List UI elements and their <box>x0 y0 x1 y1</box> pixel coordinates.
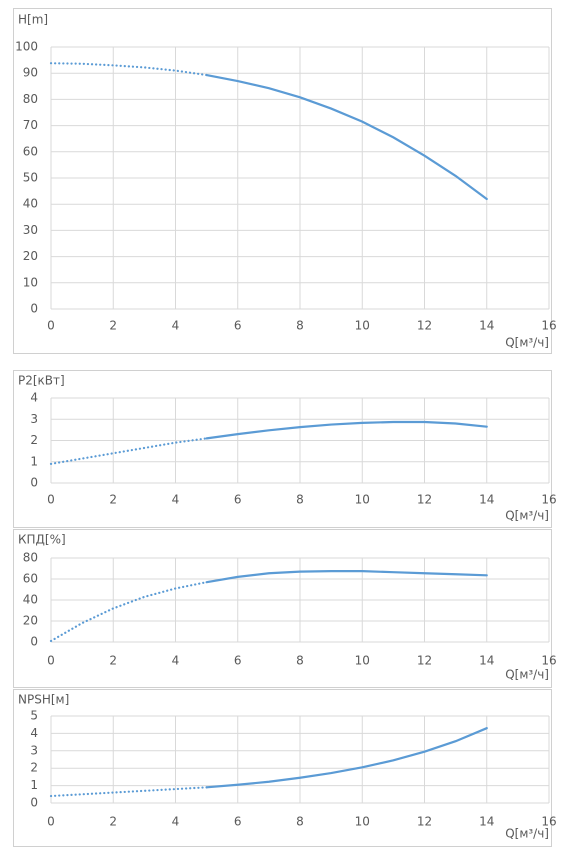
y-tick-label: 40 <box>23 197 38 211</box>
y-tick-label: 70 <box>23 118 38 132</box>
x-tick-label: 16 <box>541 654 556 668</box>
x-tick-label: 4 <box>172 319 180 333</box>
y-tick-label: 80 <box>23 92 38 106</box>
x-tick-label: 14 <box>479 815 494 829</box>
x-axis-label: Q[м³/ч] <box>505 827 549 841</box>
x-tick-label: 0 <box>47 493 55 507</box>
x-tick-label: 14 <box>479 319 494 333</box>
x-tick-label: 4 <box>172 654 180 668</box>
y-tick-label: 2 <box>30 433 38 447</box>
x-tick-label: 10 <box>355 493 370 507</box>
chart-title: КПД[%] <box>18 533 66 547</box>
x-tick-label: 16 <box>541 493 556 507</box>
curve <box>49 786 208 798</box>
y-tick-label: 3 <box>30 412 38 426</box>
y-tick-label: 0 <box>30 476 38 490</box>
curve <box>49 581 208 643</box>
y-tick-label: 20 <box>23 614 38 628</box>
x-tick-label: 10 <box>355 654 370 668</box>
x-tick-label: 2 <box>109 319 117 333</box>
x-tick-label: 10 <box>355 815 370 829</box>
curve <box>205 727 488 789</box>
x-axis-label: Q[м³/ч] <box>505 509 549 523</box>
y-tick-label: 100 <box>15 40 38 54</box>
y-tick-label: 20 <box>23 249 38 263</box>
x-axis-label: Q[м³/ч] <box>505 668 549 682</box>
y-tick-label: 1 <box>30 778 38 792</box>
curve <box>49 437 208 465</box>
chart-title: P2[кВт] <box>18 374 65 388</box>
y-tick-label: 0 <box>30 635 38 649</box>
x-tick-label: 12 <box>417 319 432 333</box>
x-tick-label: 14 <box>479 654 494 668</box>
curve <box>205 73 488 201</box>
y-tick-label: 90 <box>23 66 38 80</box>
x-tick-label: 2 <box>109 654 117 668</box>
curve <box>205 420 488 440</box>
x-tick-label: 12 <box>417 654 432 668</box>
chart-title: H[m] <box>18 13 48 27</box>
y-tick-label: 3 <box>30 743 38 757</box>
x-tick-label: 16 <box>541 319 556 333</box>
x-tick-label: 0 <box>47 815 55 829</box>
x-tick-label: 6 <box>234 319 242 333</box>
chart-title: NPSH[м] <box>18 693 69 707</box>
x-tick-label: 4 <box>172 493 180 507</box>
panel-border <box>13 529 552 688</box>
x-tick-label: 0 <box>47 319 55 333</box>
x-tick-label: 0 <box>47 654 55 668</box>
x-axis-label: Q[м³/ч] <box>505 336 549 350</box>
y-tick-label: 4 <box>30 391 38 405</box>
y-tick-label: 60 <box>23 572 38 586</box>
y-tick-label: 0 <box>30 796 38 810</box>
x-tick-label: 8 <box>296 493 304 507</box>
y-tick-label: 60 <box>23 144 38 158</box>
y-tick-label: 10 <box>23 275 38 289</box>
x-tick-label: 10 <box>355 319 370 333</box>
x-tick-label: 12 <box>417 815 432 829</box>
curve <box>49 62 208 77</box>
x-tick-label: 8 <box>296 654 304 668</box>
x-tick-label: 2 <box>109 815 117 829</box>
y-tick-label: 1 <box>30 454 38 468</box>
y-tick-label: 30 <box>23 223 38 237</box>
y-tick-label: 2 <box>30 761 38 775</box>
x-tick-label: 12 <box>417 493 432 507</box>
y-tick-label: 5 <box>30 709 38 723</box>
y-tick-label: 50 <box>23 171 38 185</box>
y-tick-label: 4 <box>30 726 38 740</box>
x-tick-label: 8 <box>296 815 304 829</box>
x-tick-label: 4 <box>172 815 180 829</box>
y-tick-label: 40 <box>23 593 38 607</box>
y-tick-label: 0 <box>30 302 38 316</box>
x-tick-label: 6 <box>234 654 242 668</box>
panel-border <box>13 370 552 528</box>
x-tick-label: 6 <box>234 815 242 829</box>
panel-border <box>13 8 552 354</box>
curve <box>205 570 488 584</box>
x-tick-label: 14 <box>479 493 494 507</box>
x-tick-label: 16 <box>541 815 556 829</box>
x-tick-label: 6 <box>234 493 242 507</box>
x-tick-label: 2 <box>109 493 117 507</box>
x-tick-label: 8 <box>296 319 304 333</box>
y-tick-label: 80 <box>23 551 38 565</box>
